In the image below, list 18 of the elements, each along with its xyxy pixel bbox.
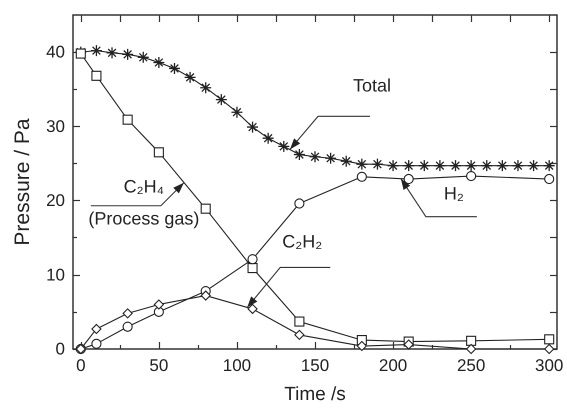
x-tick-label: 50 [149,356,168,375]
annotation: C₂H₂ [282,231,322,252]
y-axis-title: Pressure / Pa [11,118,34,246]
y-tick-label: 30 [46,116,65,136]
x-tick-label: 0 [76,356,86,375]
annotation: C₂H₄ (Process gas) [88,176,200,229]
x-tick-label: 100 [222,356,252,375]
y-tick-label: 10 [46,265,65,284]
x-axis-title: Time /s [284,384,346,405]
x-tick-label: 300 [535,356,564,375]
y-tick-label: 0 [56,340,65,358]
y-tick-label: 40 [46,42,65,62]
x-tick-label: 150 [300,356,330,375]
x-tick-label: 250 [456,356,486,375]
annotation: Total [353,75,392,96]
y-tick-label: 20 [46,191,65,210]
annotation: H₂ [444,184,464,204]
x-tick-label: 200 [378,356,408,375]
